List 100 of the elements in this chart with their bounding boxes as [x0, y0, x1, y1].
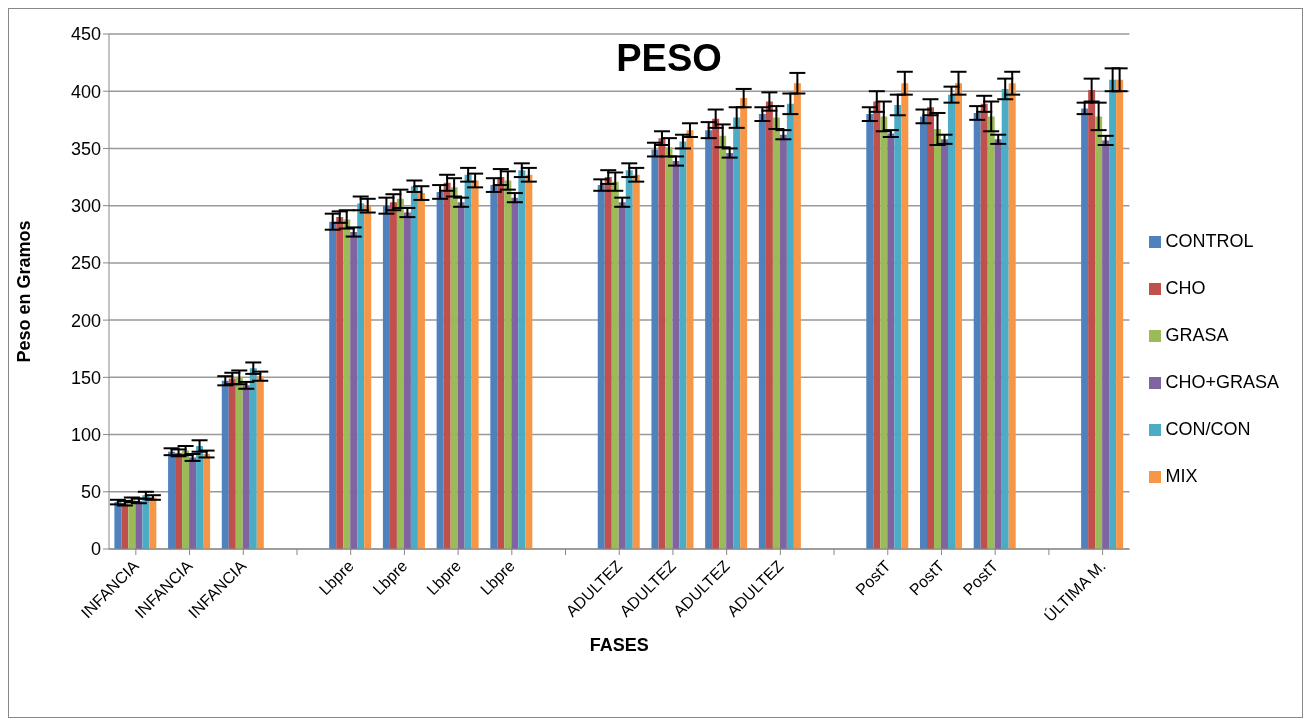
bar	[758, 114, 766, 549]
bar	[934, 128, 941, 549]
bar	[471, 180, 479, 549]
bar	[948, 94, 955, 549]
bar	[504, 180, 512, 549]
bar	[203, 454, 211, 549]
bar	[665, 147, 673, 549]
bar	[182, 450, 190, 549]
y-tick-label: 100	[70, 424, 101, 445]
bar	[518, 170, 526, 549]
bar	[1109, 79, 1117, 549]
bar	[786, 103, 794, 549]
bar	[464, 174, 472, 549]
bar	[625, 170, 633, 549]
bar	[765, 101, 773, 549]
bar	[618, 202, 626, 549]
bar	[994, 139, 1002, 549]
bar	[436, 191, 444, 549]
bar	[632, 174, 640, 549]
bar	[887, 133, 895, 549]
legend-label: GRASA	[1165, 325, 1229, 345]
bar	[396, 198, 404, 549]
bar	[149, 497, 157, 549]
bar	[679, 141, 687, 549]
bar	[1102, 140, 1110, 549]
y-tick-label: 450	[70, 24, 101, 45]
bar	[873, 101, 881, 549]
bar	[329, 221, 337, 549]
bar	[389, 202, 397, 549]
y-tick-label: 400	[70, 81, 101, 102]
bar	[343, 219, 351, 549]
bar	[382, 205, 390, 549]
bar	[597, 185, 605, 549]
bar	[350, 231, 358, 549]
bar	[719, 135, 727, 549]
bar	[364, 205, 372, 549]
bar	[497, 177, 505, 549]
bar	[1081, 108, 1089, 549]
bar	[121, 503, 129, 549]
y-tick-label: 0	[90, 539, 101, 560]
y-tick-label: 50	[80, 482, 101, 503]
bar	[987, 116, 995, 549]
bar	[955, 83, 962, 549]
bar	[733, 117, 741, 549]
y-axis-title: Peso en Gramos	[14, 220, 35, 363]
bar	[866, 114, 874, 549]
bar	[705, 130, 713, 549]
legend-label: CON/CON	[1165, 419, 1251, 439]
chart-title: PESO	[615, 37, 723, 80]
bar	[189, 457, 197, 549]
y-tick-label: 150	[70, 367, 101, 388]
legend-label: MIX	[1165, 466, 1198, 486]
bar	[450, 187, 458, 549]
bar	[175, 452, 183, 549]
y-tick-label: 300	[70, 196, 101, 217]
bar	[235, 377, 243, 549]
bar	[611, 181, 619, 549]
bar	[443, 182, 451, 549]
bar	[712, 118, 720, 549]
bar	[973, 112, 981, 549]
bar	[793, 83, 801, 549]
legend-label: CHO+GRASA	[1165, 372, 1279, 392]
bar	[880, 116, 888, 549]
bar	[740, 98, 748, 549]
bar	[168, 451, 176, 549]
bar	[457, 202, 465, 549]
bar	[1001, 88, 1009, 549]
bar	[920, 116, 927, 549]
bar	[242, 385, 250, 549]
bar	[221, 380, 229, 549]
bar	[927, 107, 934, 549]
legend-label: CHO	[1165, 278, 1206, 298]
bar	[357, 203, 365, 549]
bar	[249, 368, 257, 549]
bar	[772, 117, 780, 549]
bar	[1095, 116, 1103, 549]
bar	[256, 376, 264, 549]
bar	[490, 185, 498, 549]
bar	[336, 217, 344, 549]
bar	[672, 161, 680, 549]
bar	[658, 138, 666, 549]
bar	[651, 149, 659, 549]
bar	[196, 446, 204, 549]
bar	[417, 193, 425, 549]
bar	[941, 139, 948, 549]
bar	[1088, 90, 1096, 549]
y-tick-label: 250	[70, 253, 101, 274]
bar	[779, 134, 787, 549]
legend-label: CONTROL	[1165, 231, 1254, 251]
bar	[1008, 83, 1016, 549]
bar	[894, 104, 902, 549]
bar	[726, 153, 734, 549]
x-axis-title: FASES	[589, 635, 649, 655]
bar	[114, 502, 122, 549]
bar	[604, 177, 612, 549]
y-tick-label: 350	[70, 138, 101, 159]
bar	[228, 378, 236, 549]
bar	[980, 103, 988, 549]
y-tick-label: 200	[70, 310, 101, 331]
bar	[525, 174, 533, 549]
